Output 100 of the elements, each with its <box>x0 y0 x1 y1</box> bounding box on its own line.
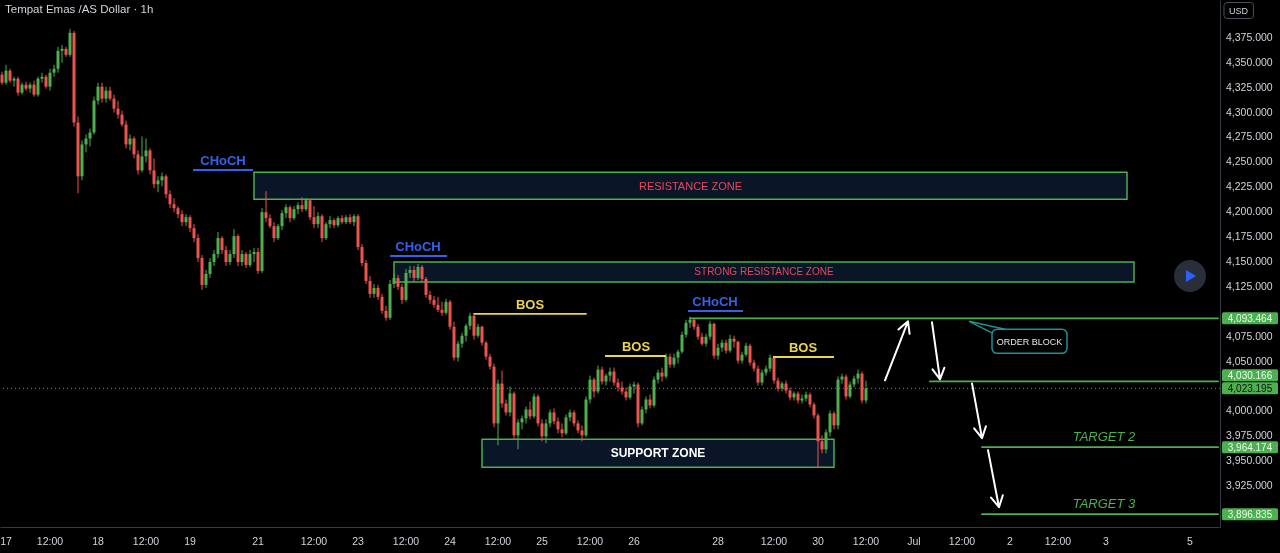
candlestick <box>560 422 564 438</box>
x-tick-label: 18 <box>92 534 104 547</box>
candlestick <box>756 365 760 387</box>
candlestick <box>472 314 476 341</box>
candlestick <box>184 213 188 227</box>
annotation: CHoCH <box>692 294 738 309</box>
y-tick-label: 4,000.000 <box>1226 404 1273 417</box>
x-tick-label: 12:00 <box>948 534 976 547</box>
annotation: TARGET 2 <box>1072 429 1137 445</box>
x-tick-label: 5 <box>1187 534 1194 547</box>
x-tick-label: 12:00 <box>300 534 328 547</box>
x-tick-label: 30 <box>812 534 824 547</box>
y-tick-label: 4,175.000 <box>1226 230 1273 243</box>
candlestick <box>348 213 352 225</box>
x-tick-label: 12:00 <box>36 534 64 547</box>
candlestick <box>160 171 164 187</box>
ref-line-label: 4,023.195 <box>1227 382 1273 394</box>
candlestick <box>36 76 40 98</box>
candlestick <box>296 201 300 215</box>
candlestick <box>648 394 652 409</box>
annotation: BOS <box>621 339 651 354</box>
annotation: BOS <box>515 297 545 312</box>
candlestick <box>436 296 440 313</box>
candlestick <box>372 283 376 299</box>
candlestick <box>68 28 72 58</box>
y-tick-label: 3,950.000 <box>1226 454 1273 467</box>
candlestick <box>564 413 568 436</box>
candlestick <box>856 369 860 385</box>
x-tick-label: 23 <box>352 534 364 547</box>
candlestick <box>16 76 20 97</box>
y-tick-label: 3,925.000 <box>1226 479 1273 492</box>
chart-title: Tempat Emas /AS Dollar · 1h <box>5 2 154 15</box>
y-tick-label: 4,375.000 <box>1226 30 1273 43</box>
candlestick <box>532 393 536 419</box>
band-label: RESISTANCE ZONE <box>638 179 743 192</box>
y-tick-label: 4,075.000 <box>1226 329 1273 342</box>
candlestick <box>316 211 320 229</box>
x-tick-label: 12:00 <box>132 534 160 547</box>
candlestick <box>736 340 740 365</box>
y-tick-label: 4,225.000 <box>1226 180 1273 193</box>
candlestick <box>332 217 336 229</box>
candlestick <box>800 394 804 404</box>
y-tick-label: 4,275.000 <box>1226 130 1273 143</box>
y-tick-label: 4,300.000 <box>1226 105 1273 118</box>
candlestick <box>256 247 260 275</box>
candlestick <box>716 343 720 361</box>
x-tick-label: 3 <box>1103 534 1110 547</box>
y-tick-label: 4,250.000 <box>1226 155 1273 168</box>
candlestick <box>24 81 28 92</box>
candlestick <box>672 353 676 369</box>
candlestick <box>240 249 244 267</box>
data-label: 4,093.464 <box>1227 312 1273 324</box>
candlestick <box>664 353 668 380</box>
candlestick <box>180 209 184 227</box>
annotation: CHoCH <box>395 239 441 254</box>
candlestick <box>100 82 104 104</box>
annotation: TARGET 3 <box>1072 496 1137 512</box>
candlestick <box>508 386 512 417</box>
candlestick <box>232 228 236 259</box>
candlestick <box>432 295 436 309</box>
x-tick-label: 19 <box>184 534 196 547</box>
x-tick-label: Jul <box>907 534 921 547</box>
candlestick <box>528 400 532 420</box>
x-tick-label: 12:00 <box>1044 534 1072 547</box>
candlestick <box>12 76 16 88</box>
candlestick <box>596 365 600 395</box>
candlestick <box>140 135 144 173</box>
annotation: ORDER BLOCK <box>996 336 1063 347</box>
y-tick-label: 4,325.000 <box>1226 80 1273 93</box>
candlestick <box>864 380 868 404</box>
x-tick-label: 21 <box>252 534 264 547</box>
candlestick <box>272 221 276 243</box>
candlestick <box>4 64 8 86</box>
candlestick <box>592 377 596 398</box>
candlestick <box>720 339 724 353</box>
x-tick-label: 12:00 <box>392 534 420 547</box>
x-tick-label: 12:00 <box>852 534 880 547</box>
y-tick-label: 3,975.000 <box>1226 429 1273 442</box>
x-tick-label: 25 <box>536 534 548 547</box>
data-label: 3,964.174 <box>1227 441 1273 453</box>
y-tick-label: 4,150.000 <box>1226 255 1273 268</box>
x-tick-label: 26 <box>628 534 640 547</box>
candlestick <box>56 46 60 74</box>
y-tick-label: 4,050.000 <box>1226 354 1273 367</box>
x-tick-label: 24 <box>444 534 456 547</box>
x-tick-label: 12:00 <box>484 534 512 547</box>
data-label: 3,896.835 <box>1227 508 1273 520</box>
x-tick-label: 12:00 <box>576 534 604 547</box>
candlestick <box>608 367 612 383</box>
x-tick-label: 12:00 <box>760 534 788 547</box>
candlestick <box>556 416 560 434</box>
x-tick-label: 17 <box>0 534 12 547</box>
candlestick <box>252 247 256 263</box>
band-label: SUPPORT ZONE <box>610 446 706 461</box>
candlestick <box>524 405 528 424</box>
x-tick-label: 2 <box>1007 534 1014 547</box>
candlestick <box>48 68 52 92</box>
data-label: 4,030.166 <box>1227 369 1273 381</box>
y-tick-label: 4,125.000 <box>1226 279 1273 292</box>
candlestick <box>352 213 356 227</box>
